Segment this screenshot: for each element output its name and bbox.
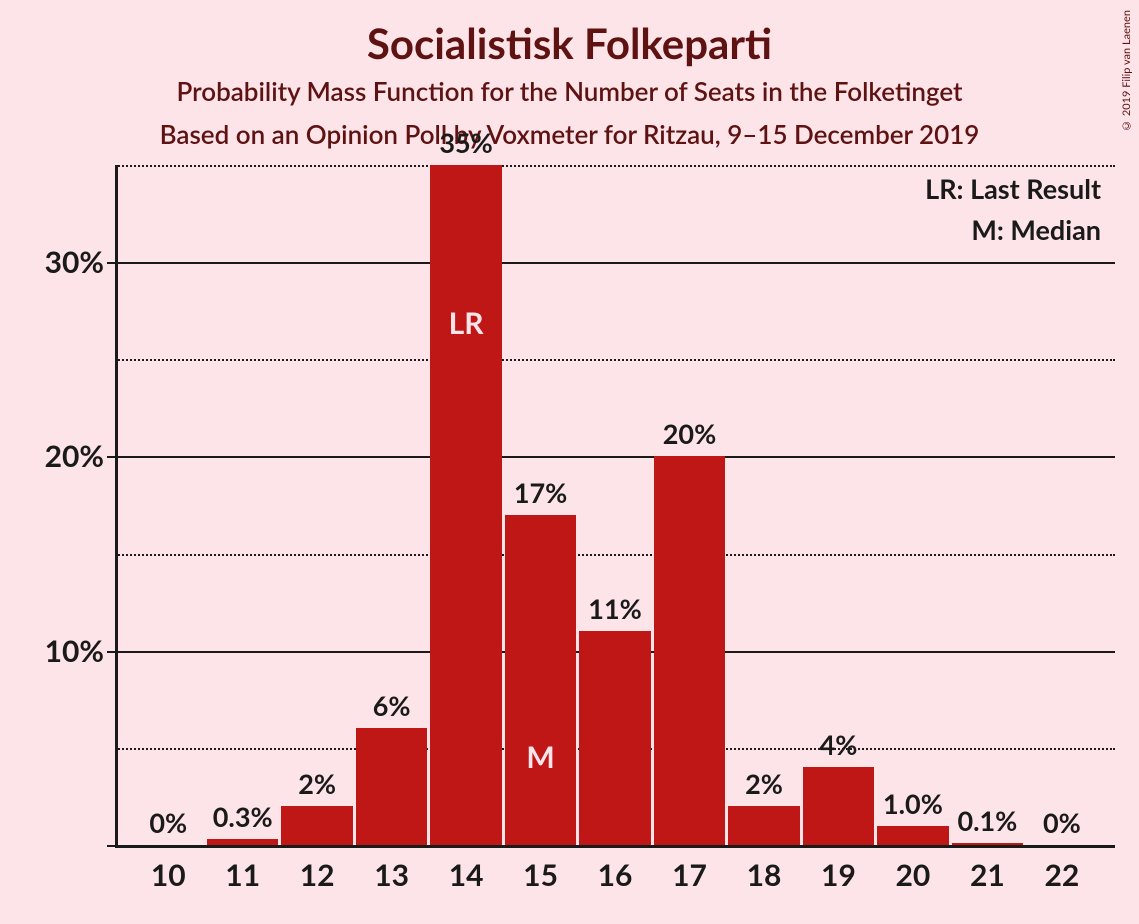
x-axis-label: 15 xyxy=(503,857,577,893)
x-axis-line xyxy=(115,845,1115,848)
x-axis-label: 20 xyxy=(876,857,950,893)
bar: 2% xyxy=(728,806,799,845)
bar-annotation: M xyxy=(526,739,554,775)
bar-value-label: 6% xyxy=(373,689,411,722)
bar-value-label: 0.3% xyxy=(213,800,273,833)
bar-value-label: 1.0% xyxy=(883,787,943,820)
bar: 11% xyxy=(579,631,650,845)
chart-subtitle-2: Based on an Opinion Poll by Voxmeter for… xyxy=(0,118,1139,150)
bar-value-label: 0.1% xyxy=(957,804,1017,837)
bars-group: 0%0.3%2%6%35%LR17%M11%20%2%4%1.0%0.1%0% xyxy=(131,165,1099,845)
bar-value-label: 4% xyxy=(820,728,858,761)
bar: 17%M xyxy=(505,515,576,845)
plot-area: LR: Last Result M: Median 0%0.3%2%6%35%L… xyxy=(115,165,1115,845)
x-axis-label: 11 xyxy=(205,857,279,893)
bar-value-label: 0% xyxy=(149,806,187,839)
bar-slot: 4% xyxy=(801,165,875,845)
chart-container: Socialistisk Folkeparti Probability Mass… xyxy=(0,0,1139,924)
x-axis-labels: 10111213141516171819202122 xyxy=(131,857,1099,893)
x-axis-label: 22 xyxy=(1025,857,1099,893)
x-axis-label: 21 xyxy=(950,857,1024,893)
bar-value-label: 35% xyxy=(439,126,492,159)
y-tick xyxy=(107,456,115,458)
bar-slot: 35%LR xyxy=(429,165,503,845)
bar-value-label: 2% xyxy=(745,767,783,800)
bar: 6% xyxy=(356,728,427,845)
bar-annotation: LR xyxy=(449,305,484,341)
bar: 0.1% xyxy=(952,843,1023,845)
bar: 4% xyxy=(803,767,874,845)
y-tick xyxy=(107,262,115,264)
bar-value-label: 11% xyxy=(588,592,641,625)
copyright-text: © 2019 Filip van Laenen xyxy=(1120,10,1133,132)
x-axis-label: 18 xyxy=(727,857,801,893)
y-axis-label: 20% xyxy=(45,438,104,474)
bar: 20% xyxy=(654,456,725,845)
bar-slot: 0.3% xyxy=(205,165,279,845)
chart-subtitle-1: Probability Mass Function for the Number… xyxy=(0,75,1139,107)
y-tick xyxy=(107,845,115,847)
bar-slot: 0.1% xyxy=(950,165,1024,845)
bar-slot: 0% xyxy=(131,165,205,845)
y-tick xyxy=(107,651,115,653)
bar: 1.0% xyxy=(877,826,948,845)
bar-slot: 1.0% xyxy=(876,165,950,845)
x-axis-label: 14 xyxy=(429,857,503,893)
bar-value-label: 20% xyxy=(663,417,716,450)
bar: 35%LR xyxy=(430,165,501,845)
bar-slot: 0% xyxy=(1025,165,1099,845)
x-axis-label: 17 xyxy=(652,857,726,893)
x-axis-label: 16 xyxy=(578,857,652,893)
x-axis-label: 10 xyxy=(131,857,205,893)
bar-slot: 20% xyxy=(652,165,726,845)
chart-title: Socialistisk Folkeparti xyxy=(0,18,1139,68)
y-axis-label: 30% xyxy=(45,244,104,280)
bar: 2% xyxy=(281,806,352,845)
bar-slot: 11% xyxy=(578,165,652,845)
bar-slot: 6% xyxy=(354,165,428,845)
bar: 0.3% xyxy=(207,839,278,845)
x-axis-label: 12 xyxy=(280,857,354,893)
y-axis-label: 10% xyxy=(45,633,104,669)
x-axis-label: 13 xyxy=(354,857,428,893)
x-axis-label: 19 xyxy=(801,857,875,893)
bar-slot: 17% M xyxy=(503,165,577,845)
bar-value-label: 0% xyxy=(1043,806,1081,839)
bar-value-label: 2% xyxy=(298,767,336,800)
bar-slot: 2% xyxy=(727,165,801,845)
y-axis-line xyxy=(115,165,118,845)
bar-value-label: 17% xyxy=(514,476,567,509)
bar-slot: 2% xyxy=(280,165,354,845)
